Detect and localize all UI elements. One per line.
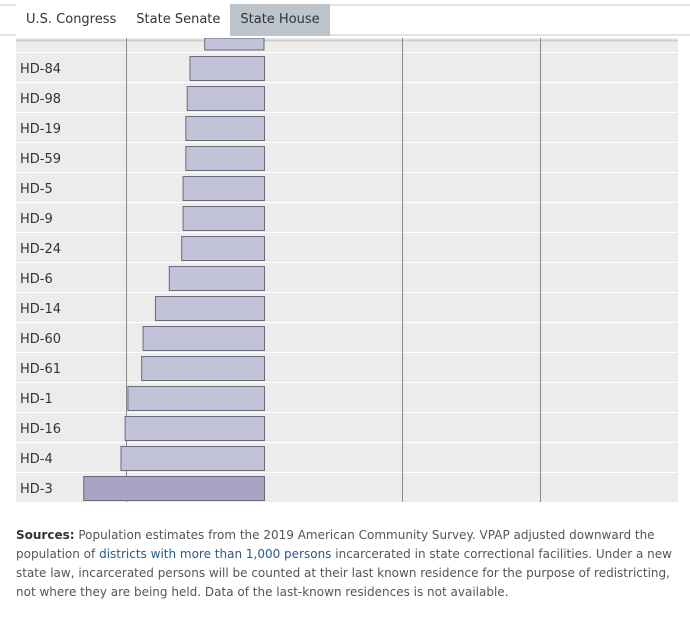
row-background bbox=[16, 293, 678, 322]
bar bbox=[142, 326, 265, 351]
bar bbox=[185, 146, 265, 171]
bar bbox=[127, 386, 265, 411]
chamber-tabs: U.S. Congress State Senate State House bbox=[16, 4, 330, 36]
bar bbox=[168, 266, 265, 291]
bar bbox=[185, 116, 265, 141]
category-label: HD-60 bbox=[20, 332, 61, 347]
row-background bbox=[16, 383, 678, 412]
bar bbox=[182, 176, 265, 201]
category-label: HD-61 bbox=[20, 362, 61, 377]
row-background bbox=[16, 263, 678, 292]
bar bbox=[154, 296, 265, 321]
bar bbox=[83, 476, 265, 501]
bar bbox=[186, 86, 265, 111]
category-label: HD-4 bbox=[20, 452, 53, 467]
row-background bbox=[16, 203, 678, 232]
row-background bbox=[16, 323, 678, 352]
row-background bbox=[16, 443, 678, 472]
row-background bbox=[16, 113, 678, 142]
note-text-2: incarcerated in state correctional facil… bbox=[16, 547, 672, 599]
bar bbox=[181, 236, 265, 261]
category-label: HD-84 bbox=[20, 62, 61, 77]
bar bbox=[141, 356, 265, 381]
row-background bbox=[16, 143, 678, 172]
bar bbox=[124, 416, 266, 441]
category-label: HD-9 bbox=[20, 212, 53, 227]
note-text-1: Population estimates from the 2019 Ameri… bbox=[16, 528, 655, 561]
bar bbox=[189, 56, 265, 81]
category-label: HD-5 bbox=[20, 182, 53, 197]
row-background bbox=[16, 83, 678, 112]
tab-state-house[interactable]: State House bbox=[230, 4, 330, 36]
row-background bbox=[16, 233, 678, 262]
row-background bbox=[16, 353, 678, 382]
category-label: HD-24 bbox=[20, 242, 61, 257]
tab-us-congress[interactable]: U.S. Congress bbox=[16, 4, 127, 36]
chart-svg: HD-84 HD-98 HD-19 HD-59 HD-5 HD-9 HD-24 HD-6 HD-… bbox=[16, 38, 678, 502]
bar bbox=[120, 446, 266, 471]
row-background bbox=[16, 413, 678, 442]
bar-partial bbox=[204, 38, 265, 51]
population-deviation-chart: HD-84 HD-98 HD-19 HD-59 HD-5 HD-9 HD-24 HD-6 HD-… bbox=[0, 38, 690, 504]
category-label: HD-1 bbox=[20, 392, 53, 407]
category-label: HD-6 bbox=[20, 272, 53, 287]
category-label: HD-3 bbox=[20, 482, 53, 497]
category-label: HD-14 bbox=[20, 302, 61, 317]
row-background bbox=[16, 173, 678, 202]
row-background bbox=[16, 53, 678, 82]
category-label: HD-59 bbox=[20, 152, 61, 167]
tab-state-senate[interactable]: State Senate bbox=[126, 4, 231, 36]
category-label: HD-19 bbox=[20, 122, 61, 137]
category-label: HD-16 bbox=[20, 422, 61, 437]
sources-note: Sources: Population estimates from the 2… bbox=[16, 526, 680, 602]
sources-label: Sources: bbox=[16, 528, 75, 542]
districts-link[interactable]: districts with more than 1,000 persons bbox=[99, 547, 332, 561]
bar bbox=[182, 206, 265, 231]
category-label: HD-98 bbox=[20, 92, 61, 107]
